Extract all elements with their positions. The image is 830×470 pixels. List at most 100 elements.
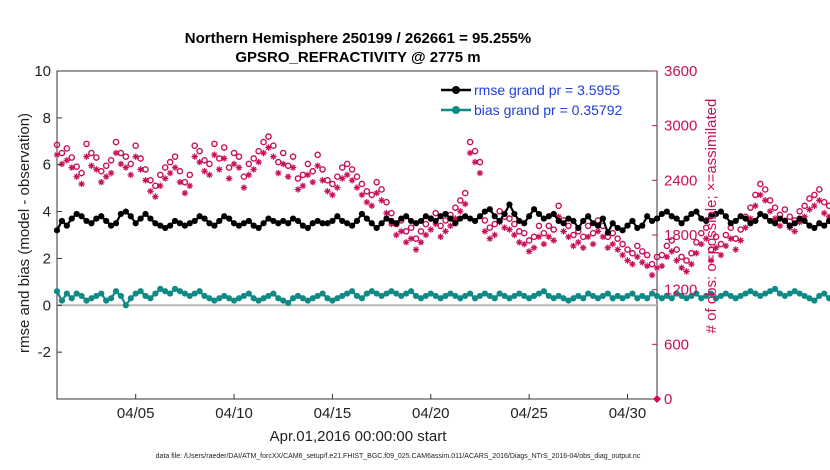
rmse-point [167,222,174,229]
assimilated-obs-marker [506,226,513,233]
possible-obs-marker [609,229,617,237]
bias-point [821,290,828,297]
possible-obs-marker [309,167,317,175]
assimilated-obs-marker [289,164,297,171]
rmse-point [511,210,518,218]
bias-point [786,290,793,297]
bias-point [334,295,341,302]
rmse-point [103,217,110,225]
rmse-point [309,220,316,227]
assimilated-obs-marker [658,262,666,270]
rmse-point [442,210,449,218]
data-file-footer: data file: /Users/raeder/DAI/ATM_forcXX/… [156,453,641,460]
rmse-point [206,220,213,227]
bias-point [117,292,125,300]
rmse-point [417,217,425,225]
rmse-point [270,217,277,225]
rmse-point [407,217,415,225]
rmse-point [162,224,169,232]
assimilated-obs-marker [161,175,169,182]
bias-point [535,290,543,297]
bias-point [132,290,139,297]
assimilated-obs-marker [319,177,326,184]
rmse-point [776,215,784,222]
assimilated-obs-marker [634,253,641,261]
bias-point [727,292,734,300]
rmse-point [319,220,326,227]
possible-obs-marker [461,189,469,197]
bias-point [280,297,287,304]
bias-point [619,295,626,302]
assimilated-obs-marker [702,235,710,242]
assimilated-obs-marker [476,169,484,177]
rmse-point [112,220,120,227]
bias-point [216,295,223,302]
bias-point [560,295,567,302]
bias-point [565,297,572,304]
rmse-point [540,215,547,222]
rmse-point [501,210,508,218]
assimilated-obs-marker [457,208,464,215]
assimilated-obs-marker [329,191,336,199]
bias-point [511,292,518,300]
rmse-point [216,217,223,225]
assimilated-obs-marker [304,171,312,179]
assimilated-obs-marker [353,184,361,191]
rmse-point [806,222,813,229]
rmse-point [471,217,479,225]
possible-obs-marker [668,237,676,244]
possible-obs-marker [702,224,710,232]
rmse-point [122,208,129,215]
rmse-point [585,213,592,220]
bias-point [806,295,813,302]
rmse-point [240,220,247,227]
rmse-point [437,213,444,220]
y-tick-label-left: 10 [34,63,51,80]
assimilated-obs-marker [63,157,71,164]
assimilated-obs-marker [584,233,592,241]
rmse-point [373,224,380,232]
rmse-point [604,229,611,236]
y-tick-label-left: 2 [43,250,51,267]
rmse-point [737,213,744,220]
rmse-point [221,213,228,220]
rmse-point [570,217,577,225]
rmse-point [255,224,262,232]
bias-point [624,292,631,300]
assimilated-obs-marker [501,224,508,231]
rmse-point [117,210,125,218]
rmse-point [348,222,356,229]
rmse-point [481,208,488,215]
bias-point [142,292,149,300]
x-axis-label: Apr.01,2016 00:00:00 start [270,428,448,445]
rmse-point [634,224,641,232]
rmse-point [619,227,626,234]
rmse-point [658,210,666,218]
y-axis-label-left: rmse and bias (model - observation) [16,113,33,353]
assimilated-obs-marker [653,264,661,271]
bias-point [373,290,380,297]
possible-obs-marker [638,248,646,255]
possible-obs-marker [624,246,631,253]
assimilated-obs-marker [791,228,798,235]
possible-obs-marker [697,229,705,237]
bias-point [324,295,331,302]
possible-obs-marker [265,133,272,140]
bias-point [201,292,208,300]
bias-point [747,288,754,295]
bias-point [363,290,370,297]
bias-point [589,292,597,300]
rmse-point [589,220,597,227]
assimilated-obs-marker [683,268,690,275]
possible-obs-marker [329,180,336,188]
obs-count-markers [53,133,830,403]
bias-point [103,297,110,304]
bias-point [516,290,523,297]
bias-point [447,290,454,297]
bias-point [796,290,803,297]
rmse-point [752,217,759,225]
assimilated-obs-marker [575,239,582,246]
axis-ticks: -2 0 2 4 6 8 10 0 600 1200 1800 2400 3000 3600 04/05 04… [34,63,697,422]
rmse-point [334,213,341,220]
y-tick-label-right: 0 [664,391,672,408]
